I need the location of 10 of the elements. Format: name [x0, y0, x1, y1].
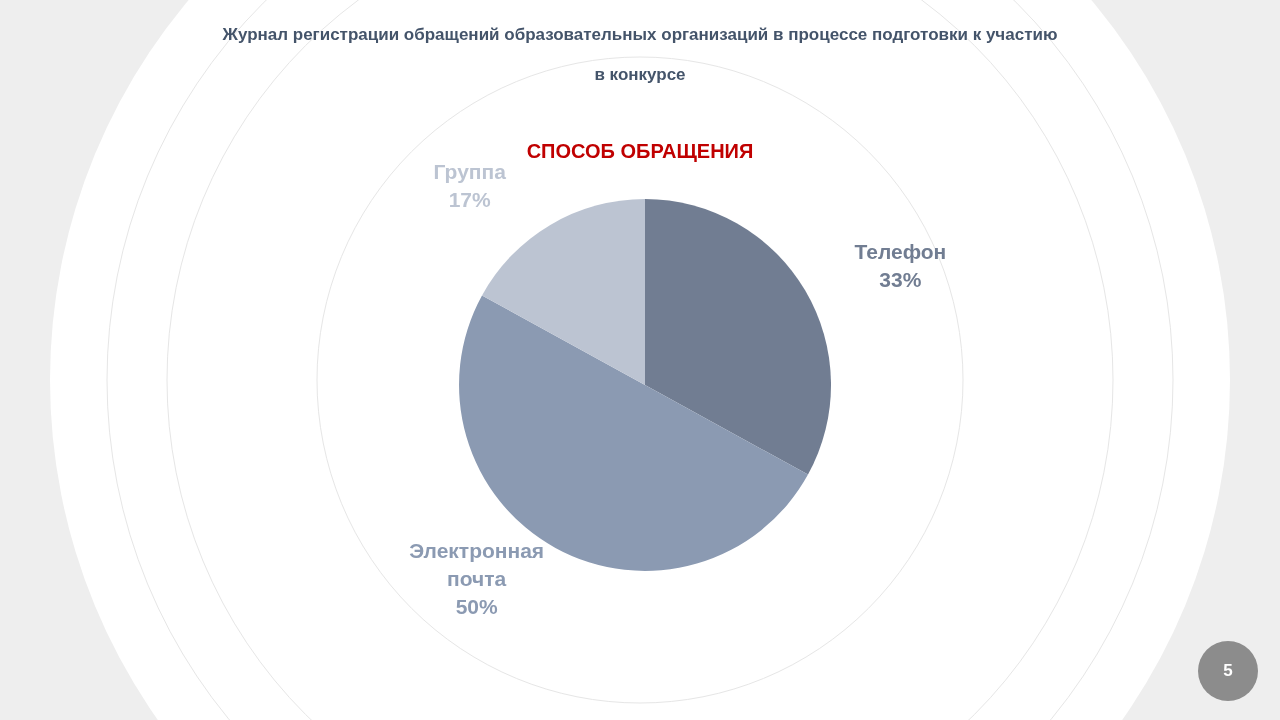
data-label: 17% [448, 187, 492, 211]
data-label: 50% [455, 594, 499, 618]
pie-slice [645, 199, 831, 475]
slice-label: Группа [433, 159, 507, 183]
slice-label: Телефон [854, 239, 947, 263]
slice-label: Электронная почта [409, 538, 545, 590]
chart-title: Журнал регистрации обращений образовательных организаций в процессе подготовки к участию в конкурсе [222, 25, 1058, 84]
text: 5 [1198, 641, 1258, 701]
data-label: 33% [879, 267, 922, 291]
chart-subtitle: СПОСОБ ОБРАЩЕНИЯ [526, 140, 754, 162]
